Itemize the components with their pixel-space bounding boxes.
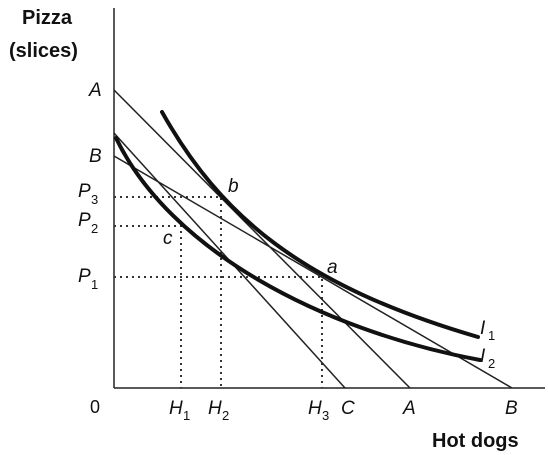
- point-label-c: c: [163, 228, 173, 249]
- curve-label-i2: I 2: [480, 346, 495, 371]
- y-label-a: A: [88, 80, 102, 101]
- x-label-c: C: [341, 398, 355, 419]
- x-label-h1-main: H: [169, 398, 183, 419]
- x-label-h3-sub: 3: [322, 408, 329, 423]
- guide-b: [114, 196, 222, 388]
- indifference-curve-i1: [160, 110, 480, 339]
- x-label-a: A: [402, 398, 416, 419]
- indifference-curve-i2: [114, 136, 482, 362]
- y-label-p2-main: P: [78, 210, 91, 231]
- budget-line-bb: [113, 155, 513, 389]
- x-label-h2: H 2: [208, 398, 229, 423]
- y-label-p3-sub: 3: [91, 192, 98, 207]
- x-label-h3: H 3: [308, 398, 329, 423]
- curve-label-i1-sub: 1: [488, 328, 495, 343]
- x-label-h2-main: H: [208, 398, 222, 419]
- curve-label-i2-sub: 2: [488, 356, 495, 371]
- x-label-h3-main: H: [308, 398, 322, 419]
- budget-line-aa: [113, 89, 411, 389]
- origin-label: 0: [90, 397, 100, 417]
- y-axis-title-line1: Pizza: [22, 7, 73, 29]
- y-label-p3-main: P: [78, 181, 91, 202]
- y-label-p1-sub: 1: [91, 277, 98, 292]
- y-label-p2-sub: 2: [91, 221, 98, 236]
- y-label-p2: P 2: [78, 210, 98, 236]
- y-label-b: B: [89, 146, 102, 167]
- point-label-a: a: [327, 257, 338, 278]
- x-label-h1-sub: 1: [183, 408, 190, 423]
- guide-c: [114, 225, 182, 388]
- x-label-b: B: [505, 398, 518, 419]
- y-label-p1: P 1: [78, 266, 98, 292]
- x-axis-title: Hot dogs: [432, 430, 519, 452]
- y-label-p3: P 3: [78, 181, 98, 207]
- x-label-h2-sub: 2: [222, 408, 229, 423]
- point-label-b: b: [228, 176, 239, 197]
- y-axis-title-line2: (slices): [9, 40, 78, 62]
- y-label-p1-main: P: [78, 266, 91, 287]
- guide-a: [114, 276, 323, 388]
- curve-label-i1-main: I: [480, 318, 486, 339]
- curve-label-i2-main: I: [480, 346, 486, 367]
- x-label-h1: H 1: [169, 398, 190, 423]
- curve-label-i1: I 1: [480, 318, 495, 343]
